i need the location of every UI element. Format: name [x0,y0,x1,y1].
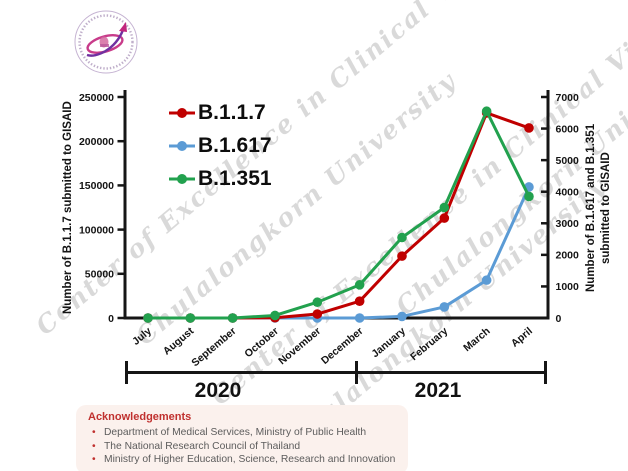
bracket-tick [355,361,358,384]
acknowledgements-list: Department of Medical Services, Ministry… [88,426,398,467]
legend-label: B.1.617 [198,133,272,157]
svg-text:200000: 200000 [79,136,114,148]
svg-text:July: July [130,325,154,348]
svg-text:50000: 50000 [85,269,114,281]
legend-label: B.1.351 [198,166,272,190]
svg-text:250000: 250000 [79,92,114,104]
svg-text:5000: 5000 [556,155,580,167]
svg-text:December: December [319,325,366,367]
svg-text:September: September [189,325,238,369]
svg-text:4000: 4000 [556,187,580,199]
chart-legend: B.1.1.7 B.1.617 B.1.351 [167,100,272,191]
svg-text:6000: 6000 [556,123,580,135]
legend-marker-icon [169,140,195,151]
svg-text:7000: 7000 [556,92,580,104]
university-center-logo-icon [74,10,138,74]
acknowledgement-item: Department of Medical Services, Ministry… [92,426,398,440]
svg-text:0: 0 [556,313,562,325]
legend-marker-icon [169,107,195,118]
svg-text:100000: 100000 [79,224,114,236]
svg-text:3000: 3000 [556,218,580,230]
left-axis-ticks: 0 50000 100000 150000 200000 250000 [79,92,125,325]
svg-text:August: August [161,325,197,358]
series-B.1.351 [143,106,534,323]
legend-item-b1351: B.1.351 [167,166,272,191]
legend-marker-icon [169,173,195,184]
svg-text:November: November [276,325,323,367]
svg-text:1000: 1000 [556,281,580,293]
legend-item-b117: B.1.1.7 [167,100,272,125]
acknowledgements-panel: Acknowledgements Department of Medical S… [76,405,408,471]
bracket-tick [544,361,547,384]
svg-text:150000: 150000 [79,180,114,192]
svg-text:March: March [461,325,492,354]
series-B.1.617 [143,182,534,323]
acknowledgements-title: Acknowledgements [88,411,192,423]
svg-text:2000: 2000 [556,250,580,262]
acknowledgement-item: Ministry of Higher Education, Science, R… [92,453,398,467]
svg-text:April: April [509,325,535,350]
year-label-2021: 2021 [414,379,462,402]
axes [123,90,550,320]
bracket-tick [125,361,128,384]
svg-text:0: 0 [108,313,114,325]
year-timeline-bracket [125,361,547,384]
acknowledgement-item: The National Research Council of Thailan… [92,440,398,454]
right-axis-ticks: 0 1000 2000 3000 4000 5000 6000 7000 [541,92,579,325]
svg-text:January: January [369,325,408,360]
legend-label: B.1.1.7 [198,100,266,124]
year-label-2020: 2020 [194,379,242,402]
svg-text:October: October [242,325,281,360]
legend-item-b1617: B.1.617 [167,133,272,158]
svg-text:February: February [408,325,450,363]
